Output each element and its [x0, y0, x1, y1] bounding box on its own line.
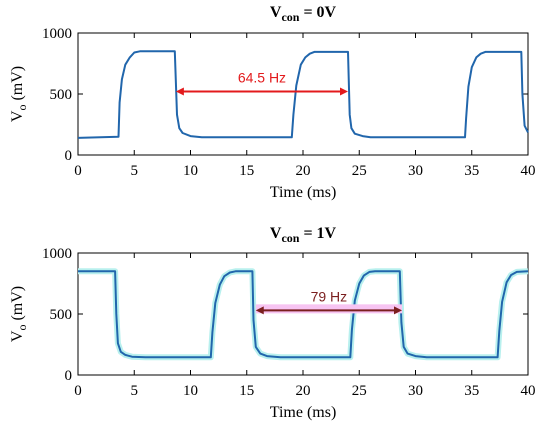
- chart-top-plot-area: [77, 32, 529, 156]
- top-xtick-label: 40: [521, 163, 536, 179]
- top-xtick-label: 0: [74, 163, 82, 179]
- top-xtick-label: 10: [183, 163, 198, 179]
- bottom-xtick-label: 35: [464, 383, 479, 399]
- top-xtick-label: 25: [352, 163, 367, 179]
- bottom-xtick-label: 25: [352, 383, 367, 399]
- bottom-annotation-highlight: [255, 304, 402, 314]
- bottom-xtick-label: 30: [408, 383, 423, 399]
- top-ytick-label: 500: [50, 87, 73, 103]
- bottom-arrowhead-right: [394, 306, 402, 315]
- top-arrowhead-right: [340, 87, 348, 96]
- bottom-series-line: [78, 270, 529, 359]
- chart-top: Vcon = 0V 0 5 10 15 20 25 30 35 40 0 500 1000 64.5 …: [9, 4, 536, 201]
- top-ytick-label: 0: [65, 148, 73, 164]
- chart-top-title: Vcon = 0V: [270, 4, 337, 24]
- bottom-annotation-label: 79 Hz: [311, 288, 348, 304]
- bottom-ytick-label: 1000: [42, 246, 72, 262]
- top-xtick-label: 5: [131, 163, 139, 179]
- bottom-xtick-label: 10: [183, 383, 198, 399]
- bottom-xtick-label: 15: [239, 383, 254, 399]
- chart-top-xlabel: Time (ms): [270, 184, 337, 201]
- chart-bottom-ylabel: Vo (mV): [9, 286, 29, 342]
- top-xtick-label: 15: [239, 163, 254, 179]
- bottom-arrowhead-left: [255, 306, 264, 315]
- top-xtick-label: 30: [408, 163, 423, 179]
- chart-top-ylabel: Vo (mV): [9, 66, 29, 122]
- chart-bottom-xlabel: Time (ms): [270, 404, 337, 421]
- top-ytick-label: 1000: [42, 26, 72, 42]
- top-xtick-label: 35: [464, 163, 479, 179]
- chart-bottom-title: Vcon = 1V: [270, 225, 337, 245]
- top-annotation-label: 64.5 Hz: [238, 70, 286, 86]
- bottom-ytick-label: 0: [65, 368, 73, 384]
- bottom-ytick-label: 500: [50, 307, 73, 323]
- top-arrowhead-left: [175, 87, 184, 96]
- top-xtick-label: 20: [296, 163, 311, 179]
- top-series-line: [77, 50, 529, 139]
- bottom-xtick-label: 40: [521, 383, 536, 399]
- chart-bottom: Vcon = 1V 0 5 10 15 20 25 30 35 40 0 500 1000 79 Hz…: [9, 225, 536, 421]
- bottom-xtick-label: 20: [296, 383, 311, 399]
- bottom-xtick-label: 0: [74, 383, 82, 399]
- bottom-xtick-label: 5: [131, 383, 139, 399]
